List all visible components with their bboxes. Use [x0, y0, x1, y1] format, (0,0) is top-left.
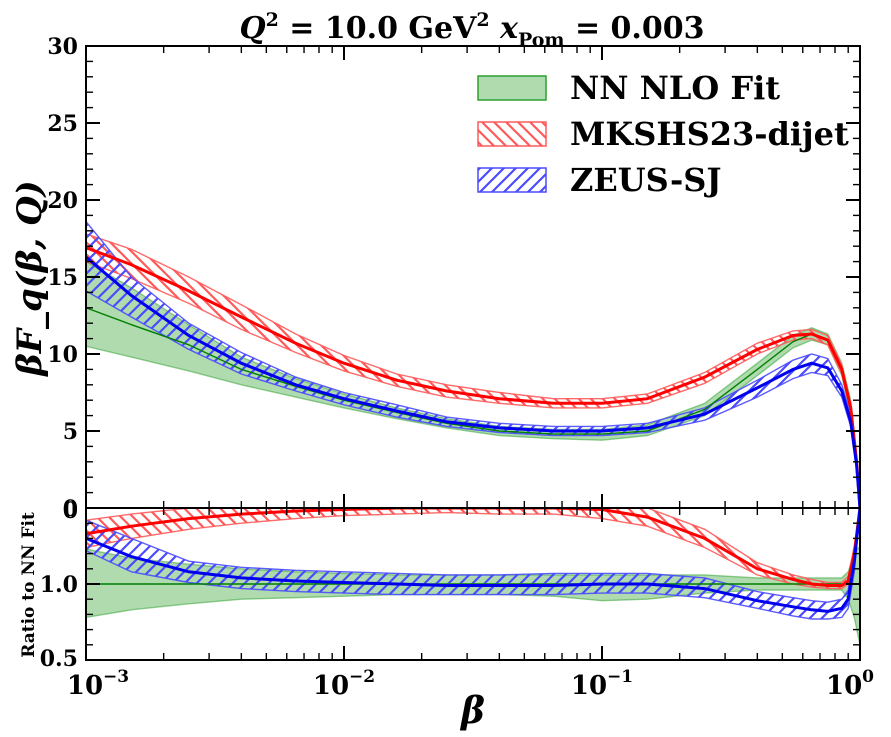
- main-axis-ticks: [85, 45, 861, 509]
- ratio-axis-ticks: [85, 507, 861, 661]
- x-tick-labels: 10−3 10−2 10−1 100: [67, 667, 874, 701]
- main-y-tick-label: 30: [47, 34, 78, 60]
- ratio-y-tick-label: 0: [63, 498, 78, 524]
- main-y-tick-label: 25: [47, 111, 78, 137]
- x-tick-label: 10−3: [67, 667, 129, 701]
- mkshs23-dijet-band: [86, 508, 860, 590]
- zeus-sj-central-line: [86, 508, 860, 613]
- ratio-y-tick-label: 1.0: [40, 572, 78, 598]
- legend-label-zeus-sj: ZEUS-SJ: [570, 161, 721, 199]
- legend-swatch-zeus-sj: [477, 167, 547, 193]
- x-tick-label: 10−2: [313, 667, 375, 701]
- main-y-tick-label: 10: [47, 342, 78, 368]
- main-y-tick-label: 15: [47, 265, 78, 291]
- mkshs23-dijet-central-line: [86, 246, 860, 508]
- zeus-sj-central-line: [86, 255, 860, 508]
- svg-text:Q2 = 10.0 GeV2 xPom = 0.003: Q2 = 10.0 GeV2 xPom = 0.003: [239, 9, 704, 51]
- x-axis-label: β: [459, 690, 485, 732]
- main-y-tick-label: 0: [63, 496, 78, 522]
- ratio-plot-area: [86, 508, 860, 645]
- x-tick-label: 100: [826, 667, 874, 701]
- main-y-tick-label: 5: [63, 419, 78, 445]
- legend: NN NLO Fit MKSHS23-dijet ZEUS-SJ: [477, 69, 849, 199]
- main-y-tick-labels: 0 5 10 15 20 25 30: [47, 34, 78, 522]
- ratio-y-tick-label: 0.5: [40, 646, 78, 672]
- ratio-y-tick-labels: 0.5 1.0 0: [40, 498, 78, 672]
- main-y-axis-label: βF_q(β, Q): [10, 180, 50, 378]
- main-y-tick-label: 20: [47, 188, 78, 214]
- ratio-y-axis-label: Ratio to NN Fit: [19, 512, 39, 658]
- x-tick-label: 10−1: [571, 667, 633, 701]
- main-panel: 0 5 10 15 20 25 30: [47, 34, 861, 522]
- chart-title: Q2 = 10.0 GeV2 xPom = 0.003: [239, 9, 704, 51]
- legend-swatch-mkshs23-dijet: [477, 121, 547, 147]
- main-plot-area: [86, 220, 860, 508]
- zeus-sj-band: [86, 508, 860, 620]
- legend-swatch-nn-nlo-fit: [477, 75, 547, 101]
- legend-label-nn-nlo-fit: NN NLO Fit: [570, 69, 780, 107]
- ratio-panel: 0.5 1.0 0: [40, 498, 861, 672]
- legend-label-mkshs23-dijet: MKSHS23-dijet: [570, 115, 849, 153]
